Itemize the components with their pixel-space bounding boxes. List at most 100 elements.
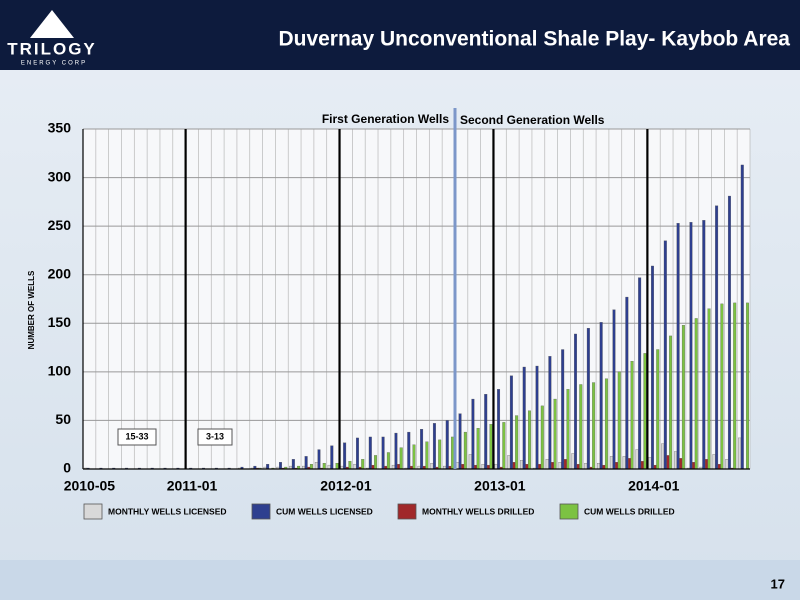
bar xyxy=(704,459,708,470)
bar xyxy=(661,443,665,470)
bar xyxy=(330,445,334,470)
bar xyxy=(725,459,729,470)
logo-subtext: ENERGY CORP xyxy=(21,61,87,67)
y-tick-label: 150 xyxy=(48,314,72,330)
bar xyxy=(420,429,424,470)
bar xyxy=(471,398,475,470)
logo-text: TRILOGY xyxy=(7,39,97,58)
bar xyxy=(746,302,749,470)
bar xyxy=(394,432,398,470)
bar xyxy=(461,463,465,470)
bar xyxy=(399,447,403,470)
y-tick-label: 0 xyxy=(63,460,71,476)
bar xyxy=(676,223,680,470)
bar xyxy=(715,205,719,470)
bar xyxy=(638,277,642,470)
bar xyxy=(451,436,454,470)
bar xyxy=(597,463,601,470)
bar xyxy=(553,398,557,470)
y-tick-label: 200 xyxy=(48,265,72,281)
bar xyxy=(353,463,357,470)
bar xyxy=(609,456,613,470)
bar xyxy=(558,462,562,470)
legend-swatch xyxy=(397,503,417,520)
bar xyxy=(309,463,313,470)
legend-label: CUM WELLS LICENSED xyxy=(276,506,373,516)
bar xyxy=(617,371,621,470)
bar xyxy=(584,463,588,470)
bar xyxy=(674,451,677,470)
bar xyxy=(368,436,372,470)
y-tick-label: 350 xyxy=(48,120,72,136)
annotation: 3-13 xyxy=(206,431,224,441)
legend-swatch xyxy=(559,503,579,520)
bar xyxy=(507,455,511,470)
bar xyxy=(599,322,603,470)
header-band xyxy=(0,0,800,70)
bar xyxy=(548,356,552,470)
bar xyxy=(579,384,583,470)
bar xyxy=(630,361,634,470)
bar xyxy=(481,463,485,470)
y-tick-label: 100 xyxy=(48,363,72,379)
bar xyxy=(484,394,488,470)
bar xyxy=(669,335,673,470)
bar xyxy=(458,413,462,470)
bar xyxy=(643,353,647,470)
bar xyxy=(733,302,737,470)
bar xyxy=(386,452,390,470)
y-tick-label: 250 xyxy=(48,217,72,233)
bar xyxy=(612,309,616,470)
bar xyxy=(538,463,542,470)
bar xyxy=(468,454,472,470)
bar xyxy=(430,463,434,470)
bar xyxy=(425,441,429,470)
bar xyxy=(561,349,565,470)
bar xyxy=(694,318,698,470)
bar xyxy=(727,195,731,470)
bar xyxy=(317,449,321,470)
bar xyxy=(689,222,693,470)
bar xyxy=(489,424,493,470)
bar xyxy=(702,220,706,470)
footer-band xyxy=(0,560,800,600)
bar xyxy=(666,455,670,470)
page-number: 17 xyxy=(771,576,785,591)
bar xyxy=(502,422,506,470)
bar xyxy=(279,462,282,470)
annotation-box xyxy=(117,428,157,446)
bar xyxy=(266,463,270,470)
bar xyxy=(563,459,567,470)
bar xyxy=(740,164,744,470)
bar xyxy=(707,308,711,470)
legend-label: CUM WELLS DRILLED xyxy=(584,506,675,516)
bar xyxy=(717,463,721,470)
bar xyxy=(304,456,308,470)
x-tick-label: 2010-05 xyxy=(64,478,116,494)
annotation: First Generation Wells xyxy=(322,112,449,126)
bar xyxy=(512,462,516,470)
bar xyxy=(515,415,519,470)
bar xyxy=(520,460,524,470)
bar xyxy=(692,462,696,470)
bar xyxy=(586,327,590,470)
bar xyxy=(494,463,498,470)
bar xyxy=(627,458,631,470)
bar xyxy=(528,410,531,470)
bar xyxy=(497,389,501,470)
bar xyxy=(625,296,629,470)
bar xyxy=(355,437,359,470)
bar xyxy=(635,449,639,470)
bar xyxy=(343,442,347,470)
y-axis-label: NUMBER OF WELLS xyxy=(27,270,36,349)
bar xyxy=(648,457,652,470)
bar xyxy=(681,325,685,470)
bar xyxy=(407,431,411,470)
y-tick-label: 50 xyxy=(55,411,71,427)
bar xyxy=(374,455,378,470)
bar xyxy=(476,428,480,470)
bar xyxy=(463,431,467,470)
bar xyxy=(540,405,544,470)
bar xyxy=(432,423,436,470)
